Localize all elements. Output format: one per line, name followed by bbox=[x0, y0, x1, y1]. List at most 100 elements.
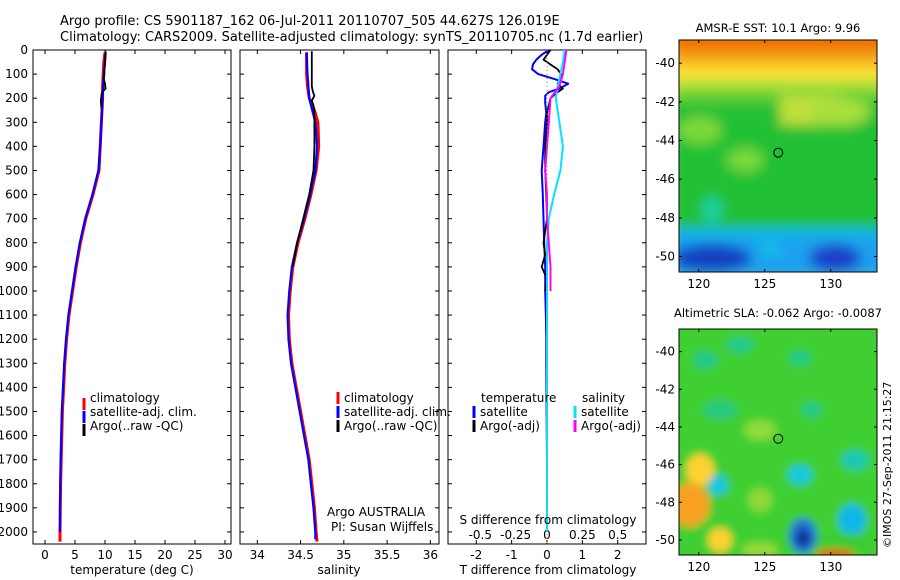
salinity-series bbox=[286, 51, 321, 542]
lon-tick-label: 120 bbox=[687, 277, 710, 291]
depth-axis: 0 100 200 300 400 500 600 700 800 900 1000 1100 1200… bbox=[0, 43, 646, 539]
legend-temp-argo: Argo(-adj) bbox=[480, 419, 540, 433]
temperature-axis-label: temperature (deg C) bbox=[70, 563, 193, 577]
sst-map-title: AMSR-E SST: 10.1 Argo: 9.96 bbox=[696, 21, 861, 35]
legend-sal-satellite: satellite bbox=[581, 405, 629, 419]
series-line-climatology bbox=[58, 52, 107, 542]
depth-tick-label: 1400 bbox=[0, 380, 28, 394]
x-tick-label: 34.5 bbox=[287, 548, 314, 562]
series-line-argo-raw-qc bbox=[99, 51, 107, 108]
temperature-series bbox=[58, 51, 107, 542]
sla-map-title: Altimetric SLA: -0.062 Argo: -0.0087 bbox=[674, 306, 882, 320]
depth-tick-label: 100 bbox=[5, 67, 28, 81]
sla-field bbox=[679, 329, 877, 555]
temperature-panel: 0100200300400500600700800900100011001200… bbox=[0, 43, 646, 577]
x-tick-label: 2 bbox=[614, 548, 622, 562]
sla-lon-axis: 120 125 130 bbox=[687, 329, 842, 574]
series-line-salinity-satellite bbox=[546, 49, 566, 532]
imos-credit: ©IMOS 27-Sep-2011 21:15:27 bbox=[881, 382, 894, 548]
depth-tick-label: 600 bbox=[5, 188, 28, 202]
sla-lat-axis: -40 -42 -44 -46 -48 -50 bbox=[655, 345, 877, 547]
depth-tick-label: 1700 bbox=[0, 453, 28, 467]
depth-tick-label: 900 bbox=[5, 260, 28, 274]
x-tick-label: 20 bbox=[157, 548, 172, 562]
x-tick-label: 15 bbox=[127, 548, 142, 562]
lat-tick-label: -42 bbox=[655, 95, 675, 109]
lat-tick-label: -46 bbox=[655, 172, 675, 186]
depth-tick-label: 1300 bbox=[0, 356, 28, 370]
salinity-panel: 34 34.5 35 35.5 36 salinity climatology sate… bbox=[239, 49, 451, 577]
salinity-x-axis: 34 34.5 35 35.5 36 bbox=[250, 50, 438, 562]
depth-tick-label: 1600 bbox=[0, 429, 28, 443]
x-tick-label: 30 bbox=[217, 548, 232, 562]
lat-tick-label: -40 bbox=[655, 345, 675, 359]
secondary-x-tick-label: 0.5 bbox=[608, 528, 627, 542]
lon-tick-label: 125 bbox=[753, 560, 776, 574]
depth-tick-label: 1100 bbox=[0, 308, 28, 322]
depth-tick-label: 800 bbox=[5, 236, 28, 250]
depth-tick-label: 200 bbox=[5, 91, 28, 105]
x-tick-label: -2 bbox=[470, 548, 482, 562]
argo-location-marker bbox=[773, 433, 784, 444]
legend-climatology: climatology bbox=[344, 391, 414, 405]
lat-tick-label: -46 bbox=[655, 458, 675, 472]
sst-lat-axis: -40 -42 -44 -46 -48 -50 bbox=[655, 56, 877, 264]
lat-tick-label: -50 bbox=[655, 250, 675, 264]
header-line1: Argo profile: CS 5901187_162 06-Jul-2011… bbox=[60, 14, 560, 29]
secondary-x-tick-label: 0.25 bbox=[569, 528, 596, 542]
x-tick-label: 36 bbox=[423, 548, 438, 562]
lat-tick-label: -48 bbox=[655, 211, 675, 225]
x-tick-label: 34 bbox=[250, 548, 265, 562]
sla-map-frame bbox=[678, 328, 878, 556]
depth-tick-label: 1800 bbox=[0, 477, 28, 491]
difference-legend: temperature satellite Argo(-adj) salinit… bbox=[472, 391, 641, 433]
lat-tick-label: -50 bbox=[655, 533, 675, 547]
legend-salinity-header: salinity bbox=[582, 391, 625, 405]
salinity-difference-axis-label: S difference from climatology bbox=[460, 513, 637, 527]
temperature-x-axis: 0 5 10 15 20 25 30 bbox=[41, 50, 233, 562]
series-line-temperature-argo-adj bbox=[540, 49, 564, 292]
x-tick-label: 35 bbox=[336, 548, 351, 562]
series-line-satellite-adj-clim bbox=[286, 52, 319, 540]
sst-map: AMSR-E SST: 10.1 Argo: 9.96 bbox=[655, 21, 878, 291]
lon-tick-label: 125 bbox=[753, 277, 776, 291]
salinity-axis-label: salinity bbox=[317, 563, 360, 577]
series-line-argo-raw-qc bbox=[291, 51, 316, 268]
legend-satellite: satellite-adj. clim. bbox=[344, 405, 451, 419]
lon-tick-label: 130 bbox=[819, 560, 842, 574]
temperature-difference-axis-label: T difference from climatology bbox=[459, 563, 637, 577]
depth-tick-label: 1500 bbox=[0, 404, 28, 418]
x-tick-label: 0 bbox=[543, 548, 551, 562]
legend-climatology: climatology bbox=[90, 391, 160, 405]
legend-temp-satellite: satellite bbox=[480, 405, 528, 419]
series-line-satellite-adj-clim bbox=[58, 52, 107, 532]
argo-program-label: Argo AUSTRALIA bbox=[327, 505, 426, 519]
lat-tick-label: -40 bbox=[655, 56, 675, 70]
temperature-legend: climatology satellite-adj. clim. Argo(..… bbox=[82, 391, 197, 436]
argo-location-marker bbox=[773, 147, 784, 158]
header-line2: Climatology: CARS2009. Satellite-adjuste… bbox=[60, 30, 643, 45]
salinity-legend: climatology satellite-adj. clim. Argo(..… bbox=[336, 391, 451, 433]
x-tick-label: 0 bbox=[41, 548, 49, 562]
legend-argo: Argo(..raw -QC) bbox=[344, 419, 437, 433]
lon-tick-label: 130 bbox=[819, 277, 842, 291]
salinity-plot-frame bbox=[239, 49, 440, 545]
lon-tick-label: 120 bbox=[687, 560, 710, 574]
sst-map-frame bbox=[678, 39, 878, 273]
depth-tick-label: 1000 bbox=[0, 284, 28, 298]
depth-tick-label: 1900 bbox=[0, 501, 28, 515]
sst-field bbox=[679, 40, 877, 272]
sst-lon-axis: 120 125 130 bbox=[687, 40, 842, 291]
depth-tick-label: 700 bbox=[5, 212, 28, 226]
pi-name-label: PI: Susan Wijffels bbox=[331, 520, 433, 534]
x-tick-label: 5 bbox=[71, 548, 79, 562]
legend-temperature-header: temperature bbox=[481, 391, 556, 405]
legend-satellite: satellite-adj. clim. bbox=[90, 405, 197, 419]
depth-tick-label: 300 bbox=[5, 115, 28, 129]
depth-tick-label: 0 bbox=[20, 43, 28, 57]
sla-map: Altimetric SLA: -0.062 Argo: -0.0087 bbox=[655, 306, 882, 574]
secondary-x-tick-label: -0.5 bbox=[469, 528, 492, 542]
x-tick-label: -1 bbox=[506, 548, 518, 562]
